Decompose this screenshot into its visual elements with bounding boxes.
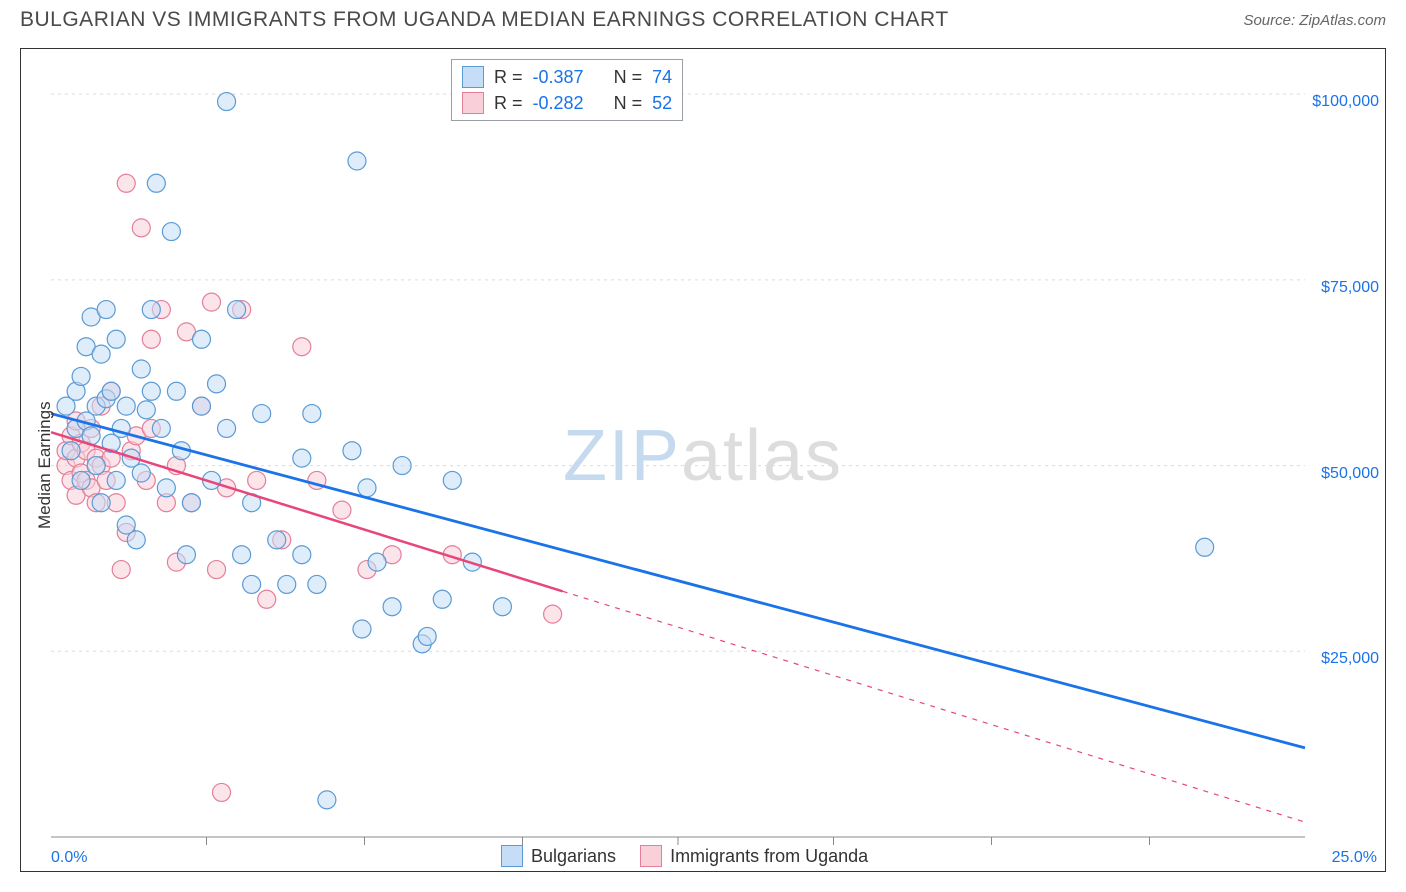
legend-swatch: [462, 92, 484, 114]
legend-label: Bulgarians: [531, 846, 616, 867]
legend-item: Immigrants from Uganda: [640, 845, 868, 867]
stats-r-label: R =: [494, 67, 523, 88]
x-axis-end-label: 25.0%: [1332, 849, 1377, 867]
y-tick-label: $100,000: [1312, 93, 1379, 111]
y-tick-label: $25,000: [1321, 650, 1379, 668]
legend-swatch: [640, 845, 662, 867]
scatter-chart-svg: [21, 49, 1385, 871]
stats-n-label: N =: [614, 93, 643, 114]
stats-n-value: 74: [652, 67, 672, 88]
stats-n-label: N =: [614, 67, 643, 88]
legend-label: Immigrants from Uganda: [670, 846, 868, 867]
stats-row: R = -0.387 N = 74: [462, 64, 672, 90]
chart-title: BULGARIAN VS IMMIGRANTS FROM UGANDA MEDI…: [20, 8, 949, 32]
stats-n-value: 52: [652, 93, 672, 114]
chart-header: BULGARIAN VS IMMIGRANTS FROM UGANDA MEDI…: [0, 0, 1406, 36]
series-legend: Bulgarians Immigrants from Uganda: [501, 845, 868, 867]
stats-r-label: R =: [494, 93, 523, 114]
chart-source: Source: ZipAtlas.com: [1243, 12, 1386, 29]
correlation-stats-box: R = -0.387 N = 74 R = -0.282 N = 52: [451, 59, 683, 121]
y-tick-label: $50,000: [1321, 465, 1379, 483]
y-tick-label: $75,000: [1321, 279, 1379, 297]
stats-r-value: -0.282: [533, 93, 584, 114]
stats-r-value: -0.387: [533, 67, 584, 88]
legend-item: Bulgarians: [501, 845, 616, 867]
chart-area: ZIPatlas Median Earnings $25,000$50,000$…: [20, 48, 1386, 872]
y-axis-title: Median Earnings: [35, 401, 55, 529]
stats-row: R = -0.282 N = 52: [462, 90, 672, 116]
legend-swatch: [462, 66, 484, 88]
legend-swatch: [501, 845, 523, 867]
x-axis-start-label: 0.0%: [51, 849, 87, 867]
